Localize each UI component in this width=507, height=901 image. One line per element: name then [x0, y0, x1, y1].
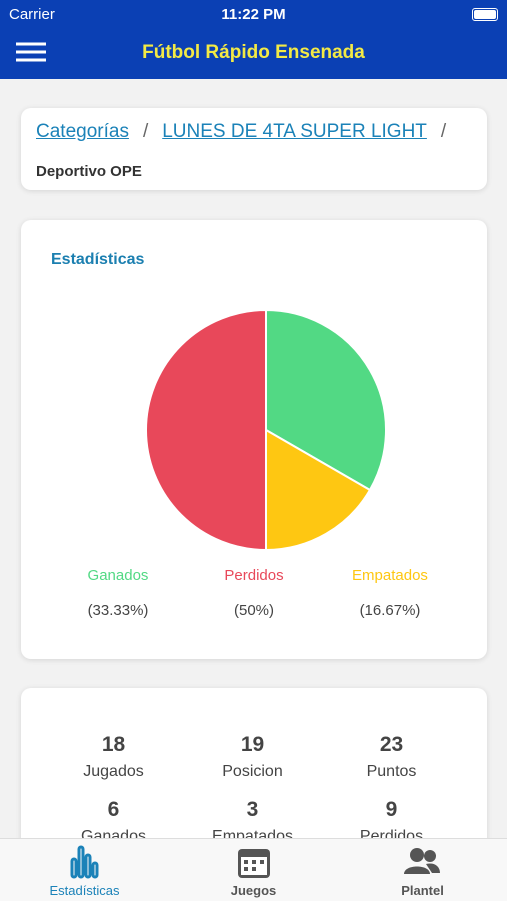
chart-title: Estadísticas	[51, 251, 144, 268]
stat-label: Puntos	[366, 763, 417, 780]
breadcrumb-separator: /	[142, 121, 149, 142]
tab-label[interactable]: Estadísticas	[49, 883, 120, 898]
stat-value: 23	[379, 733, 404, 756]
nav-bar: Carrier 11:22 PM Fútbol Rápido Ensenada	[0, 0, 507, 79]
stat-value: 3	[246, 798, 259, 821]
value-label: (50%)	[234, 602, 274, 619]
breadcrumb-separator: /	[440, 121, 447, 142]
clock: 11:22 PM	[221, 6, 286, 23]
stat-value: 9	[385, 798, 398, 821]
value-label: (33.33%)	[88, 602, 149, 619]
stat-cell: 19 Posicion	[175, 733, 330, 781]
pie-slice	[265, 428, 372, 552]
breadcrumb-link[interactable]: Categorías	[36, 121, 129, 142]
battery	[472, 8, 498, 21]
pie-chart: Estadísticas Ganados (33.33%) Perdidos (50%…	[51, 251, 428, 619]
stat-value: 6	[107, 798, 120, 821]
stat-value: 19	[240, 733, 265, 756]
stat-value: 18	[101, 733, 126, 756]
tab-icon	[238, 849, 270, 878]
stat-cell: 18 Jugados	[36, 733, 191, 781]
stat-label: Jugados	[83, 763, 144, 780]
legend-label: Perdidos	[224, 567, 283, 584]
breadcrumb-current: Deportivo OPE	[36, 163, 142, 180]
legend-label: Ganados	[88, 567, 149, 584]
legend-label: Empatados	[352, 567, 428, 584]
pie-slice	[145, 308, 267, 552]
tab-icon	[404, 848, 440, 874]
stat-label: Posicion	[222, 763, 283, 780]
menu-button[interactable]	[16, 42, 46, 62]
value-label: (16.67%)	[360, 602, 421, 619]
breadcrumb-card: Categorías / LUNES DE 4TA SUPER LIGHT / Dep…	[21, 108, 487, 190]
app-title: Fútbol Rápido Ensenada	[142, 42, 365, 63]
tab-icon	[70, 845, 99, 879]
tab-label[interactable]: Plantel	[401, 883, 444, 898]
tab-label[interactable]: Juegos	[230, 883, 277, 898]
carrier: Carrier	[9, 6, 55, 23]
stats-chart-card: Estadísticas Ganados (33.33%) Perdidos (50%…	[21, 220, 487, 659]
stat-cell: 23 Puntos	[314, 733, 469, 781]
pie-slice	[265, 308, 387, 492]
tab-bar: Estadísticas Juegos Plantel	[0, 838, 507, 901]
breadcrumb-link[interactable]: LUNES DE 4TA SUPER LIGHT	[162, 121, 427, 142]
